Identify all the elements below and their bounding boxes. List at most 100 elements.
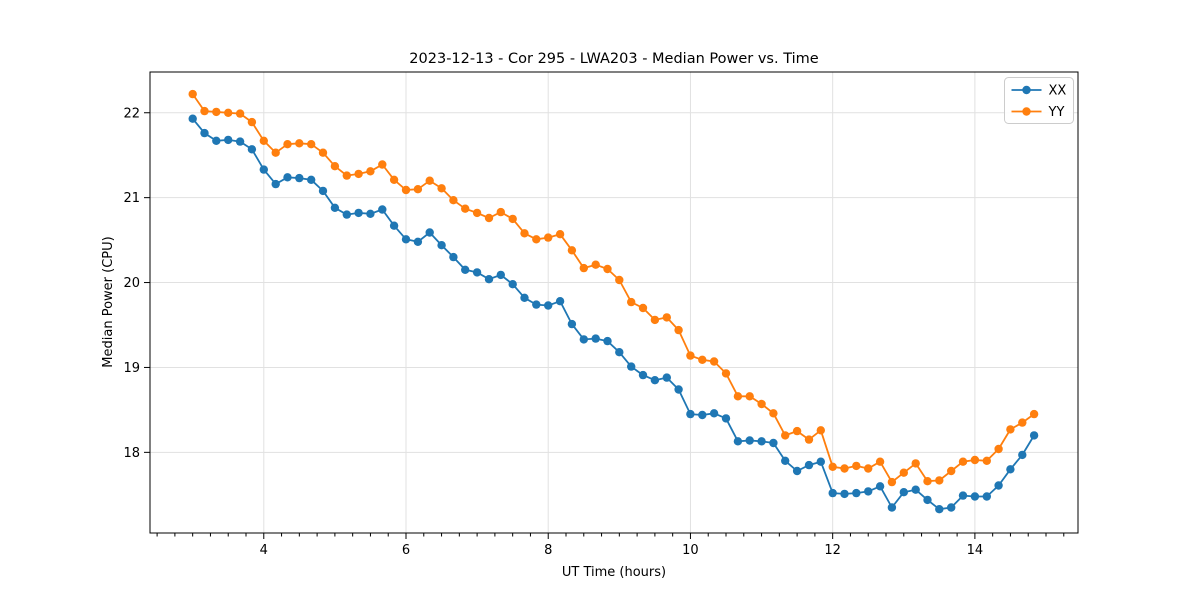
data-point	[650, 376, 660, 385]
plot-area: 4 6 8 10 12 14 18 19 20 21 22 XX YY	[123, 71, 1079, 558]
legend: XX YY	[1004, 77, 1074, 124]
data-point	[1006, 425, 1015, 434]
data-point	[318, 148, 328, 157]
data-point	[496, 270, 505, 280]
data-point	[295, 173, 304, 183]
data-point	[449, 252, 458, 262]
data-point	[721, 414, 731, 423]
data-point	[567, 319, 577, 329]
data-point	[247, 117, 257, 127]
data-point	[947, 466, 956, 476]
data-point	[757, 399, 766, 409]
data-point	[709, 409, 719, 418]
data-point	[662, 373, 671, 382]
data-point	[698, 355, 707, 364]
data-point	[318, 186, 328, 196]
series-line-XX	[191, 117, 1035, 511]
data-point	[828, 462, 837, 471]
legend-label-YY: YY	[1048, 105, 1065, 120]
data-point	[792, 426, 802, 436]
data-point	[259, 165, 268, 174]
data-point	[532, 300, 541, 309]
data-point	[200, 106, 209, 116]
data-point	[591, 260, 600, 269]
data-point	[437, 184, 446, 193]
data-point	[887, 503, 897, 512]
data-point	[1029, 431, 1039, 440]
axis-ticks	[144, 112, 1065, 539]
data-point	[555, 297, 565, 306]
data-point	[389, 175, 399, 184]
y-axis-label: Median Power (CPU)	[101, 236, 116, 367]
data-point	[852, 488, 861, 498]
data-point	[745, 392, 754, 401]
data-point	[627, 362, 636, 371]
data-point	[389, 221, 399, 230]
data-point	[342, 210, 351, 219]
data-point	[366, 209, 375, 218]
data-point	[887, 477, 897, 487]
data-point	[224, 108, 233, 118]
data-point	[864, 464, 873, 473]
data-point	[970, 455, 980, 465]
data-point	[864, 487, 873, 496]
data-point	[247, 145, 257, 154]
data-point	[804, 460, 814, 470]
data-point	[307, 175, 316, 184]
data-point	[212, 136, 221, 145]
data-point	[425, 228, 434, 237]
data-point	[496, 207, 505, 217]
data-point	[686, 351, 695, 360]
data-point	[235, 137, 245, 146]
y-tick-label: 18	[123, 446, 140, 461]
data-point	[982, 456, 991, 465]
data-point	[461, 265, 470, 274]
data-point	[508, 214, 517, 224]
data-point	[1018, 418, 1027, 427]
data-point	[235, 109, 245, 118]
data-point	[781, 456, 790, 465]
y-tick-label: 22	[123, 106, 140, 121]
data-point	[603, 264, 612, 274]
data-point	[958, 457, 968, 466]
x-tick-label: 12	[824, 543, 841, 558]
data-point	[792, 466, 802, 476]
data-point	[840, 464, 849, 473]
data-point	[271, 148, 280, 157]
data-point	[342, 171, 351, 180]
data-point	[935, 476, 944, 485]
legend-label-XX: XX	[1049, 84, 1067, 99]
data-point	[1006, 465, 1015, 474]
data-point	[366, 167, 375, 176]
data-point	[733, 437, 743, 446]
data-point	[994, 481, 1003, 490]
data-point	[923, 495, 932, 505]
data-point	[555, 230, 565, 239]
data-point	[627, 297, 636, 307]
data-point	[721, 369, 731, 378]
data-point	[709, 357, 719, 366]
data-point	[923, 477, 932, 486]
data-point	[911, 485, 920, 494]
data-point	[899, 488, 908, 497]
data-point	[875, 482, 885, 491]
data-point	[769, 438, 778, 448]
data-point	[544, 301, 553, 310]
data-point	[994, 444, 1003, 454]
data-point	[413, 185, 423, 194]
data-point	[532, 235, 541, 244]
data-point	[295, 139, 304, 148]
data-point	[1029, 409, 1039, 419]
data-point	[212, 107, 221, 117]
data-point	[591, 334, 600, 343]
data-point	[425, 176, 434, 185]
data-point	[745, 436, 754, 445]
data-point	[982, 492, 991, 501]
x-tick-label: 14	[967, 543, 984, 558]
data-point	[650, 315, 660, 325]
tick-labels: 4 6 8 10 12 14 18 19 20 21 22	[123, 106, 983, 558]
data-point	[579, 263, 588, 273]
data-point	[259, 136, 268, 145]
x-tick-label: 8	[544, 543, 552, 558]
